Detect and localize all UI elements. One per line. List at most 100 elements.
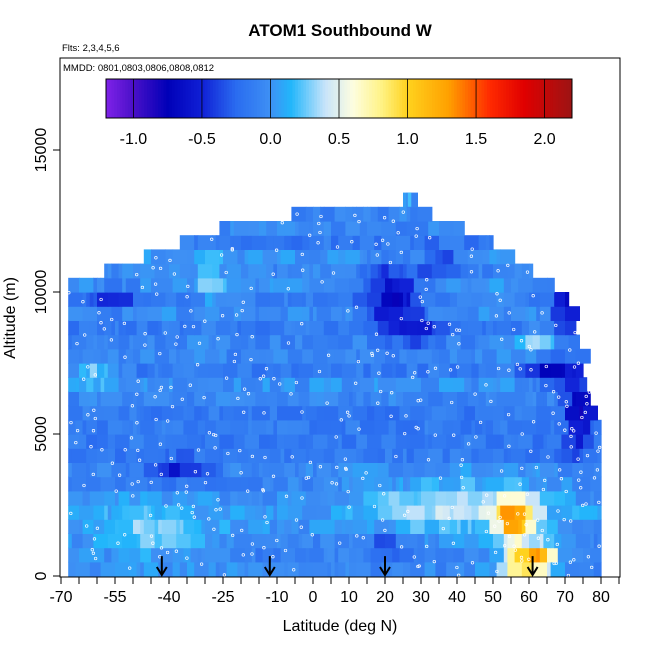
- observation-point: [300, 252, 304, 257]
- heatmap-cell: [395, 348, 400, 364]
- heatmap-cell: [291, 561, 300, 577]
- heatmap-cell: [446, 277, 462, 293]
- observation-point: [175, 491, 179, 495]
- heatmap-cell: [190, 462, 202, 478]
- latitude-marker-arrow: [526, 556, 539, 577]
- heatmap-cell: [503, 292, 516, 307]
- heatmap-cell: [244, 505, 253, 520]
- heatmap-cell: [140, 519, 145, 534]
- observation-point: [81, 300, 85, 304]
- heatmap-cell: [446, 547, 454, 563]
- heatmap-cell: [417, 206, 433, 222]
- colorbar-segment: [273, 79, 277, 118]
- observation-point: [149, 480, 153, 485]
- heatmap-cell: [194, 277, 199, 293]
- heatmap-cell: [395, 221, 408, 236]
- observation-point: [459, 475, 464, 480]
- heatmap-cell: [583, 448, 598, 463]
- heatmap-cell: [529, 476, 537, 492]
- heatmap-cell: [381, 292, 393, 307]
- heatmap-cell: [269, 377, 282, 392]
- heatmap-cell: [511, 306, 526, 321]
- latitude-marker-arrow: [379, 556, 391, 577]
- heatmap-cell: [93, 292, 98, 307]
- heatmap-cell: [287, 263, 292, 279]
- observation-point: [300, 496, 304, 500]
- observation-point: [300, 410, 304, 414]
- colorbar-segment: [467, 79, 472, 118]
- heatmap-cell: [161, 306, 177, 321]
- observation-point: [399, 250, 403, 255]
- heatmap-cell: [475, 561, 490, 577]
- heatmap-cell: [374, 377, 379, 392]
- heatmap-cell: [406, 533, 418, 549]
- observation-point: [495, 292, 499, 296]
- heatmap-cell: [403, 192, 408, 208]
- heatmap-cell: [359, 263, 368, 279]
- observation-point: [89, 445, 93, 449]
- heatmap-cell: [370, 391, 382, 407]
- heatmap-cell: [374, 348, 386, 364]
- colorbar-segment: [133, 79, 137, 118]
- heatmap-cell: [323, 547, 328, 563]
- observation-point: [357, 427, 361, 431]
- heatmap-cell: [385, 405, 400, 421]
- heatmap-cell: [475, 405, 480, 421]
- heatmap-cell: [316, 391, 325, 407]
- colorbar-segment: [174, 79, 178, 118]
- colorbar-segment: [204, 79, 208, 118]
- observation-point: [459, 463, 463, 467]
- heatmap-cell: [536, 419, 552, 435]
- heatmap-cell: [154, 263, 170, 279]
- heatmap-cell: [453, 221, 465, 236]
- heatmap-cell: [176, 448, 184, 463]
- heatmap-cell: [341, 505, 346, 520]
- observation-point: [271, 272, 275, 276]
- heatmap-cell: [316, 462, 332, 478]
- heatmap-cell: [565, 306, 580, 321]
- observation-point: [218, 507, 222, 511]
- heatmap-cell: [421, 221, 429, 236]
- observation-point: [389, 414, 393, 418]
- observation-point: [250, 552, 254, 556]
- heatmap-cell: [485, 320, 494, 336]
- heatmap-cell: [158, 277, 174, 293]
- observation-point: [507, 368, 511, 372]
- colorbar-segment: [393, 79, 398, 118]
- heatmap-cell: [93, 547, 105, 563]
- heatmap-cell: [511, 363, 516, 378]
- observation-point: [140, 285, 145, 290]
- observation-point: [499, 469, 504, 473]
- heatmap-cell: [446, 561, 458, 577]
- heatmap-cell: [388, 476, 393, 492]
- heatmap-cell: [381, 434, 397, 449]
- heatmap-cell: [169, 348, 177, 364]
- heatmap-cell: [230, 334, 242, 350]
- heatmap-cell: [550, 561, 566, 577]
- heatmap-cell: [165, 292, 170, 307]
- heatmap-cell: [565, 377, 580, 392]
- heatmap-cell: [478, 405, 494, 421]
- heatmap-cell: [521, 533, 530, 549]
- heatmap-cell: [89, 391, 98, 407]
- heatmap-cell: [334, 561, 339, 577]
- observation-point: [518, 367, 522, 371]
- heatmap-cell: [431, 405, 447, 421]
- heatmap-cell: [439, 221, 451, 236]
- heatmap-cell: [179, 235, 195, 250]
- heatmap-cell: [68, 505, 80, 520]
- heatmap-cell: [187, 377, 199, 392]
- observation-point: [195, 363, 200, 367]
- heatmap-cell: [367, 533, 375, 549]
- heatmap-cell: [295, 320, 307, 336]
- heatmap-cell: [215, 320, 231, 336]
- heatmap-cell: [136, 306, 148, 321]
- observation-point: [426, 458, 431, 462]
- heatmap-cell: [205, 292, 213, 307]
- heatmap-cell: [565, 490, 577, 506]
- heatmap-cell: [93, 277, 98, 293]
- heatmap-cell: [597, 505, 602, 520]
- heatmap-cell: [424, 249, 436, 265]
- heatmap-cell: [514, 434, 519, 449]
- heatmap-cell: [331, 377, 343, 392]
